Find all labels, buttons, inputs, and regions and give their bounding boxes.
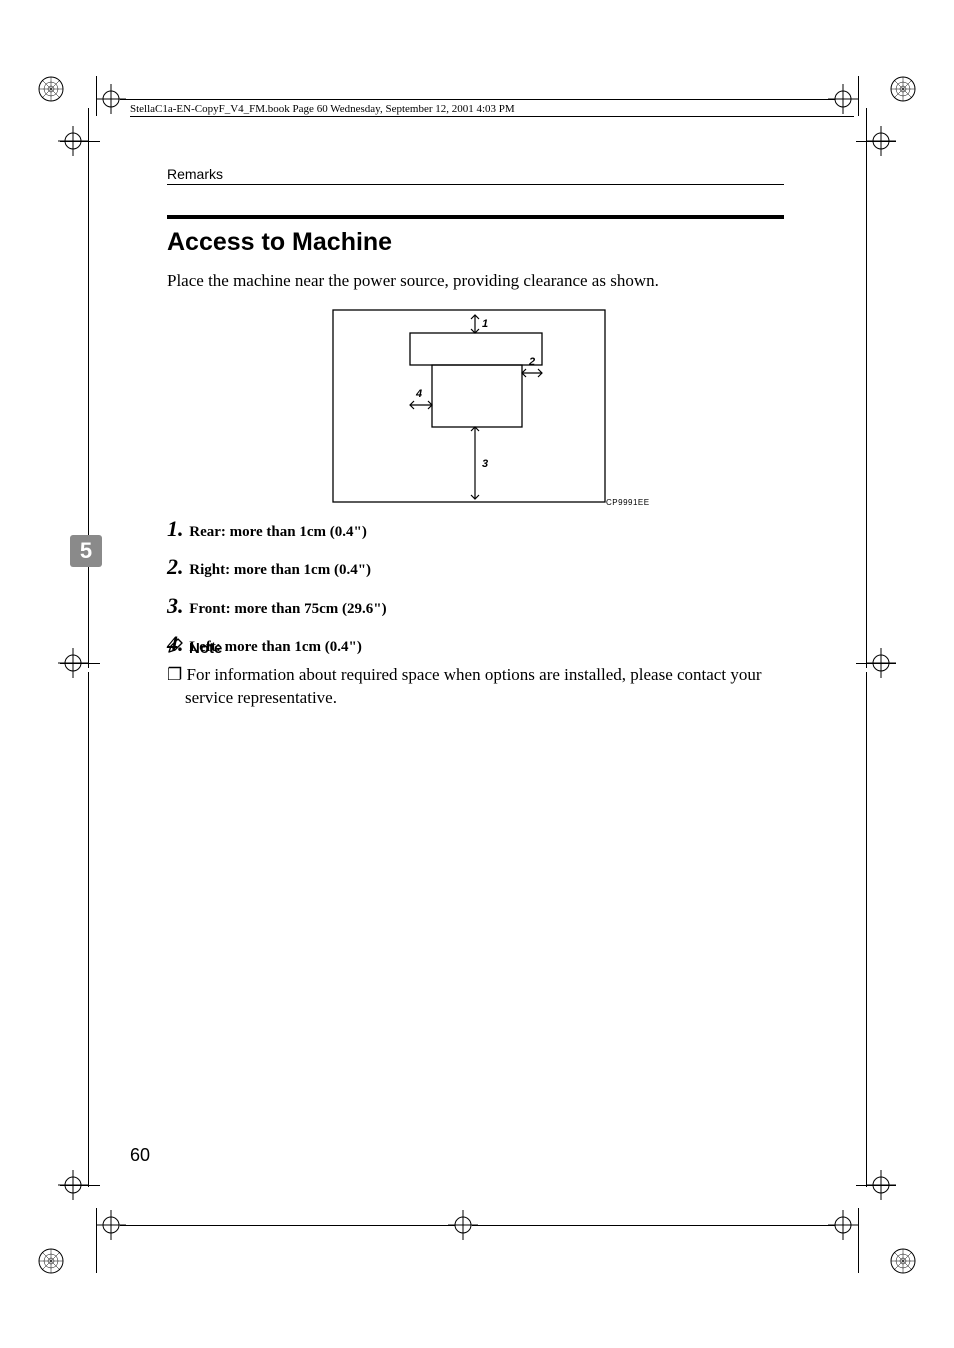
- frame-line: [858, 76, 859, 116]
- list-item-number: 3.: [167, 593, 184, 618]
- file-header-rule: [130, 116, 854, 117]
- registration-mark: [890, 1248, 916, 1274]
- list-item-text: Right: more than 1cm (0.4"): [189, 562, 371, 578]
- running-header: Remarks: [167, 166, 223, 182]
- frame-line: [856, 141, 896, 142]
- section-tab: 5: [70, 535, 102, 567]
- list-item-number: 1.: [167, 516, 184, 541]
- note-heading-text: Note: [189, 640, 222, 657]
- list-item: 3. Front: more than 75cm (29.6"): [167, 593, 784, 619]
- diagram-label-3: 3: [482, 458, 488, 470]
- list-item: 1. Rear: more than 1cm (0.4"): [167, 516, 784, 542]
- note-body: For information about required space whe…: [167, 664, 784, 710]
- frame-line: [120, 1225, 455, 1226]
- frame-line: [866, 108, 867, 668]
- title-rule: [167, 215, 784, 219]
- list-item-number: 2.: [167, 554, 184, 579]
- list-item-text: Front: more than 75cm (29.6"): [189, 601, 386, 617]
- frame-line: [88, 108, 89, 668]
- pencil-icon: [167, 638, 183, 658]
- frame-line: [472, 1225, 835, 1226]
- frame-line: [856, 663, 896, 664]
- clearance-diagram: 1 2 3 4: [332, 309, 606, 503]
- diagram-label-2: 2: [528, 356, 535, 368]
- intro-paragraph: Place the machine near the power source,…: [167, 270, 784, 292]
- frame-line: [96, 1208, 97, 1273]
- registration-mark: [38, 76, 64, 102]
- registration-mark: [38, 1248, 64, 1274]
- frame-line: [120, 99, 835, 100]
- note-block: Note For information about required spac…: [167, 638, 784, 710]
- frame-line: [60, 141, 100, 142]
- note-heading: Note: [167, 638, 784, 658]
- running-header-rule: [167, 184, 784, 185]
- diagram-label-4: 4: [415, 388, 422, 400]
- file-header-text: StellaC1a-EN-CopyF_V4_FM.book Page 60 We…: [130, 103, 854, 115]
- diagram-label-1: 1: [482, 318, 488, 330]
- list-item: 2. Right: more than 1cm (0.4"): [167, 554, 784, 580]
- frame-line: [858, 1208, 859, 1273]
- frame-line: [60, 663, 100, 664]
- registration-mark: [890, 76, 916, 102]
- frame-line: [88, 672, 89, 1187]
- frame-line: [96, 76, 97, 116]
- section-title: Access to Machine: [167, 228, 392, 257]
- page-number: 60: [130, 1145, 150, 1166]
- diagram-caption: CP9991EE: [606, 498, 650, 507]
- frame-line: [856, 1185, 896, 1186]
- frame-line: [60, 1185, 100, 1186]
- frame-line: [866, 672, 867, 1187]
- list-item-text: Rear: more than 1cm (0.4"): [189, 524, 367, 540]
